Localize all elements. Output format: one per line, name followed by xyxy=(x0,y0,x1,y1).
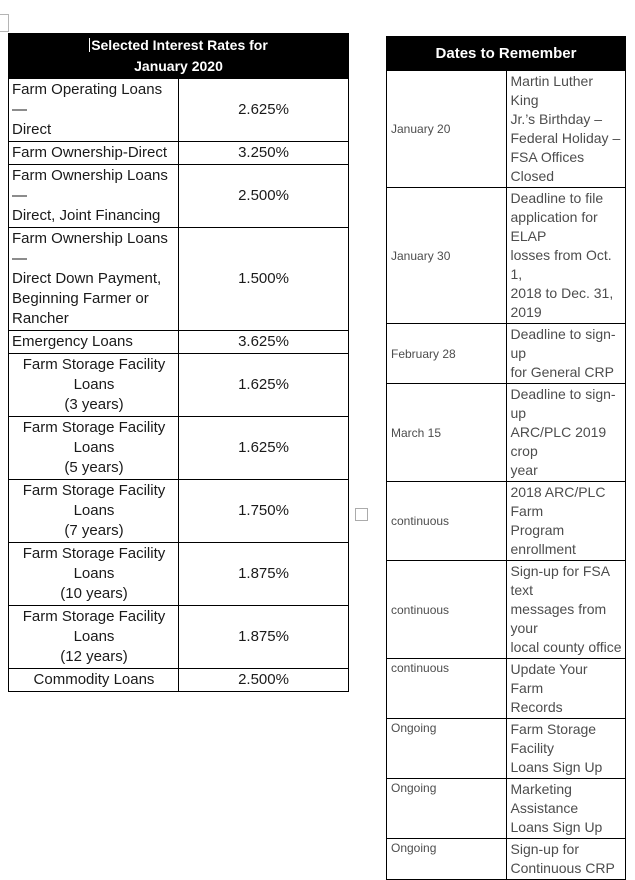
loan-rate-cell[interactable]: 1.625% xyxy=(178,416,349,480)
date-description-cell[interactable]: Deadline to sign-up ARC/PLC 2019 crop ye… xyxy=(505,383,626,482)
loan-rate-cell[interactable]: 2.500% xyxy=(178,668,349,692)
loan-name-cell[interactable]: Farm Ownership Loans — Direct, Joint Fin… xyxy=(8,164,179,228)
table-row: Farm Storage Facility Loans (12 years) 1… xyxy=(8,605,349,669)
table-row: Farm Storage Facility Loans (7 years) 1.… xyxy=(8,479,349,543)
table-row: Farm Ownership Loans — Direct Down Payme… xyxy=(8,227,349,331)
date-cell[interactable]: January 30 xyxy=(386,187,507,324)
table-move-handle-mark[interactable] xyxy=(0,14,9,32)
text-cursor-caret xyxy=(89,38,91,52)
loan-name-cell[interactable]: Farm Storage Facility Loans (12 years) xyxy=(8,605,179,669)
date-cell[interactable]: continuous xyxy=(386,481,507,561)
date-cell[interactable]: March 15 xyxy=(386,383,507,482)
date-cell[interactable]: Ongoing xyxy=(386,838,507,880)
loan-name-cell[interactable]: Farm Storage Facility Loans (10 years) xyxy=(8,542,179,606)
date-cell[interactable]: continuous xyxy=(386,658,507,719)
date-cell[interactable]: February 28 xyxy=(386,323,507,384)
date-description-cell[interactable]: 2018 ARC/PLC Farm Program enrollment xyxy=(505,481,626,561)
interest-rates-table: Selected Interest Rates for January 2020… xyxy=(8,33,349,692)
table-row: Farm Storage Facility Loans (10 years) 1… xyxy=(8,542,349,606)
date-description-cell[interactable]: Update Your Farm Records xyxy=(505,658,626,719)
table-row: March 15 Deadline to sign-up ARC/PLC 201… xyxy=(386,383,626,482)
loan-name-cell[interactable]: Farm Storage Facility Loans (3 years) xyxy=(8,353,179,417)
loan-name-cell[interactable]: Farm Ownership Loans — Direct Down Payme… xyxy=(8,227,179,331)
table-row: continuous Update Your Farm Records xyxy=(386,658,626,719)
table-row: Farm Storage Facility Loans (5 years) 1.… xyxy=(8,416,349,480)
table-row: Farm Ownership-Direct 3.250% xyxy=(8,141,349,165)
loan-rate-cell[interactable]: 1.500% xyxy=(178,227,349,331)
loan-rate-cell[interactable]: 2.500% xyxy=(178,164,349,228)
loan-name-cell[interactable]: Farm Storage Facility Loans (7 years) xyxy=(8,479,179,543)
table-row: January 20 Martin Luther King Jr.’s Birt… xyxy=(386,70,626,188)
table-row: continuous 2018 ARC/PLC Farm Program enr… xyxy=(386,481,626,561)
table-row: Ongoing Marketing Assistance Loans Sign … xyxy=(386,778,626,839)
table-row: Ongoing Sign-up for Continuous CRP xyxy=(386,838,626,880)
interest-rates-title[interactable]: Selected Interest Rates for January 2020 xyxy=(8,33,349,79)
table-row: continuous Sign-up for FSA text messages… xyxy=(386,560,626,659)
date-description-cell[interactable]: Martin Luther King Jr.’s Birthday – Fede… xyxy=(505,70,626,188)
date-description-cell[interactable]: Farm Storage Facility Loans Sign Up xyxy=(505,718,626,779)
table-row: Farm Storage Facility Loans (3 years) 1.… xyxy=(8,353,349,417)
dates-to-remember-table: Dates to Remember January 20 Martin Luth… xyxy=(386,36,626,880)
dates-title[interactable]: Dates to Remember xyxy=(386,36,626,71)
loan-name-cell[interactable]: Farm Storage Facility Loans (5 years) xyxy=(8,416,179,480)
date-cell[interactable]: Ongoing xyxy=(386,778,507,839)
date-description-cell[interactable]: Marketing Assistance Loans Sign Up xyxy=(505,778,626,839)
table-row: Farm Operating Loans — Direct 2.625% xyxy=(8,78,349,142)
loan-rate-cell[interactable]: 1.750% xyxy=(178,479,349,543)
loan-rate-cell[interactable]: 3.250% xyxy=(178,141,349,165)
table-row: Emergency Loans 3.625% xyxy=(8,330,349,354)
table-row: January 30 Deadline to file application … xyxy=(386,187,626,324)
loan-name-cell[interactable]: Commodity Loans xyxy=(8,668,179,692)
loan-rate-cell[interactable]: 2.625% xyxy=(178,78,349,142)
date-description-cell[interactable]: Sign-up for FSA text messages from your … xyxy=(505,560,626,659)
document-page: { "colors": { "header_bg": "#000000", "h… xyxy=(0,14,626,880)
interest-rates-title-text: Selected Interest Rates for January 2020 xyxy=(91,37,268,74)
date-cell[interactable]: continuous xyxy=(386,560,507,659)
interest-rates-header-row: Selected Interest Rates for January 2020 xyxy=(8,33,349,79)
date-description-cell[interactable]: Sign-up for Continuous CRP xyxy=(505,838,626,880)
date-cell[interactable]: Ongoing xyxy=(386,718,507,779)
table-row: Ongoing Farm Storage Facility Loans Sign… xyxy=(386,718,626,779)
loan-rate-cell[interactable]: 1.875% xyxy=(178,542,349,606)
table-resize-handle[interactable] xyxy=(355,508,368,521)
date-description-cell[interactable]: Deadline to sign-up for General CRP xyxy=(505,323,626,384)
table-row: February 28 Deadline to sign-up for Gene… xyxy=(386,323,626,384)
table-row: Farm Ownership Loans — Direct, Joint Fin… xyxy=(8,164,349,228)
loan-name-cell[interactable]: Farm Operating Loans — Direct xyxy=(8,78,179,142)
dates-header-row: Dates to Remember xyxy=(386,36,626,71)
loan-rate-cell[interactable]: 1.875% xyxy=(178,605,349,669)
date-cell[interactable]: January 20 xyxy=(386,70,507,188)
loan-name-cell[interactable]: Farm Ownership-Direct xyxy=(8,141,179,165)
table-row: Commodity Loans 2.500% xyxy=(8,668,349,692)
date-description-cell[interactable]: Deadline to file application for ELAP lo… xyxy=(505,187,626,324)
loan-rate-cell[interactable]: 1.625% xyxy=(178,353,349,417)
loan-rate-cell[interactable]: 3.625% xyxy=(178,330,349,354)
loan-name-cell[interactable]: Emergency Loans xyxy=(8,330,179,354)
